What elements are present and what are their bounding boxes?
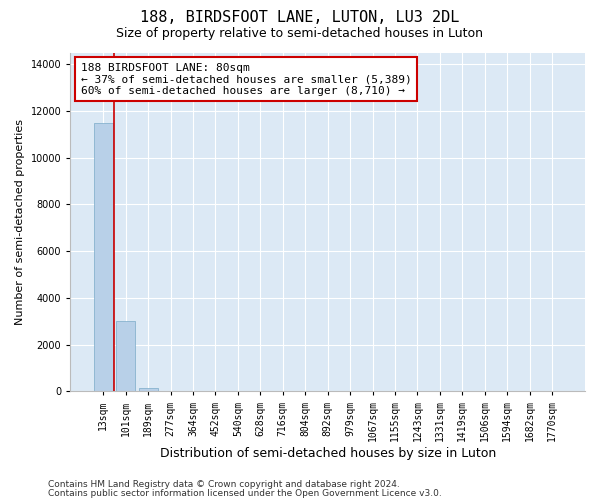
Text: Size of property relative to semi-detached houses in Luton: Size of property relative to semi-detach… bbox=[116, 28, 484, 40]
Text: 188, BIRDSFOOT LANE, LUTON, LU3 2DL: 188, BIRDSFOOT LANE, LUTON, LU3 2DL bbox=[140, 10, 460, 25]
Text: Contains public sector information licensed under the Open Government Licence v3: Contains public sector information licen… bbox=[48, 489, 442, 498]
Text: 188 BIRDSFOOT LANE: 80sqm
← 37% of semi-detached houses are smaller (5,389)
60% : 188 BIRDSFOOT LANE: 80sqm ← 37% of semi-… bbox=[80, 62, 412, 96]
Text: Contains HM Land Registry data © Crown copyright and database right 2024.: Contains HM Land Registry data © Crown c… bbox=[48, 480, 400, 489]
Bar bbox=[116, 321, 135, 392]
Bar bbox=[94, 123, 113, 392]
Bar bbox=[139, 388, 158, 392]
X-axis label: Distribution of semi-detached houses by size in Luton: Distribution of semi-detached houses by … bbox=[160, 447, 496, 460]
Y-axis label: Number of semi-detached properties: Number of semi-detached properties bbox=[15, 119, 25, 325]
